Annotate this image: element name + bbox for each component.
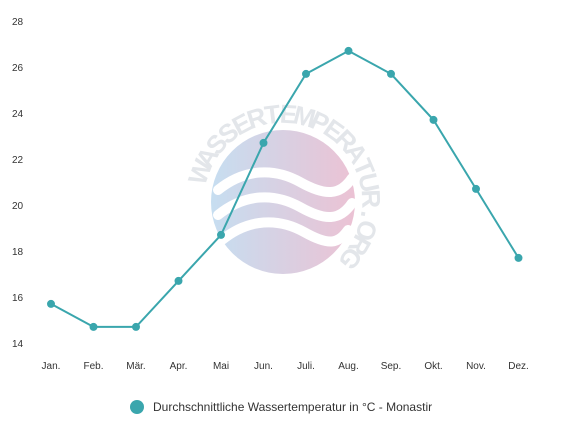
- y-tick-label: 26: [12, 63, 24, 74]
- watermark-letter: R: [356, 189, 387, 209]
- x-tick-label: Sep.: [381, 361, 402, 372]
- x-tick-label: Mär.: [126, 361, 145, 372]
- data-point[interactable]: [429, 115, 438, 124]
- legend-marker: [130, 400, 144, 414]
- x-axis: Jan. Feb. Mär. Apr. Mai Jun. Juli. Aug. Sep. Okt.…: [42, 361, 529, 372]
- legend-label: Durchschnittliche Wassertemperatur in °C…: [153, 400, 432, 414]
- data-point[interactable]: [259, 138, 268, 147]
- x-tick-label: Nov.: [466, 361, 486, 372]
- watermark-letter: T: [263, 99, 282, 131]
- y-tick-label: 22: [12, 155, 24, 166]
- data-point[interactable]: [89, 322, 98, 331]
- data-point[interactable]: [132, 322, 140, 331]
- y-tick-label: 28: [12, 17, 24, 28]
- x-tick-label: Dez.: [508, 361, 529, 372]
- data-point[interactable]: [302, 69, 310, 78]
- y-tick-label: 14: [12, 339, 24, 350]
- watermark-letter: .: [355, 209, 386, 221]
- x-tick-label: Apr.: [170, 361, 188, 372]
- x-tick-label: Jan.: [42, 361, 61, 372]
- y-tick-label: 20: [12, 201, 24, 212]
- data-point[interactable]: [514, 253, 523, 262]
- legend: Durchschnittliche Wassertemperatur in °C…: [130, 400, 432, 414]
- x-tick-label: Jun.: [254, 361, 273, 372]
- data-point[interactable]: [472, 184, 480, 193]
- series-line: [50, 49, 520, 328]
- data-point[interactable]: [344, 46, 353, 55]
- watermark-wave-icon: [213, 192, 357, 223]
- data-point[interactable]: [387, 69, 395, 78]
- watermark-wave-icon: [217, 217, 353, 247]
- y-axis: 14 16 18 20 22 24 26 28: [12, 17, 24, 350]
- series-points: [47, 46, 523, 331]
- y-tick-label: 24: [12, 109, 24, 120]
- data-point[interactable]: [174, 276, 183, 285]
- data-point[interactable]: [47, 299, 55, 308]
- x-tick-label: Okt.: [424, 361, 442, 372]
- data-point[interactable]: [217, 230, 225, 239]
- y-tick-label: 16: [12, 293, 24, 304]
- x-tick-label: Mai: [213, 361, 229, 372]
- x-tick-label: Feb.: [83, 361, 103, 372]
- x-tick-label: Juli.: [297, 361, 315, 372]
- x-tick-label: Aug.: [338, 361, 359, 372]
- watermark-wave-icon: [213, 167, 357, 198]
- watermark-letter: E: [279, 99, 298, 130]
- y-tick-label: 18: [12, 247, 24, 258]
